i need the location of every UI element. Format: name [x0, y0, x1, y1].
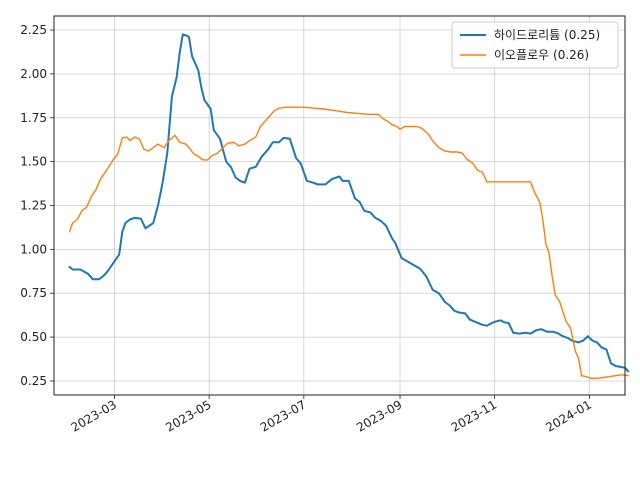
series-line-eoflow	[68, 106, 629, 379]
y-tick-label: 0.75	[20, 286, 47, 300]
y-tick-label: 1.00	[20, 242, 47, 256]
y-tick-label: 1.25	[20, 199, 47, 213]
grid-lines	[54, 16, 625, 395]
y-tick-label: 0.50	[20, 330, 47, 344]
series-lines	[68, 33, 630, 379]
y-tick-label: 0.25	[20, 374, 47, 388]
y-tick-label: 1.75	[20, 111, 47, 125]
legend-label-hydrolithium: 하이드로리튬 (0.25)	[494, 28, 600, 42]
y-tick-label: 2.25	[20, 23, 47, 37]
legend: 하이드로리튬 (0.25) 이오플로우 (0.26)	[451, 21, 619, 69]
legend-label-eoflow: 이오플로우 (0.26)	[494, 48, 589, 62]
legend-box	[451, 21, 619, 69]
series-line-hydrolithium	[68, 33, 630, 373]
y-tick-label: 1.50	[20, 155, 47, 169]
y-tick-label: 2.00	[20, 67, 47, 81]
